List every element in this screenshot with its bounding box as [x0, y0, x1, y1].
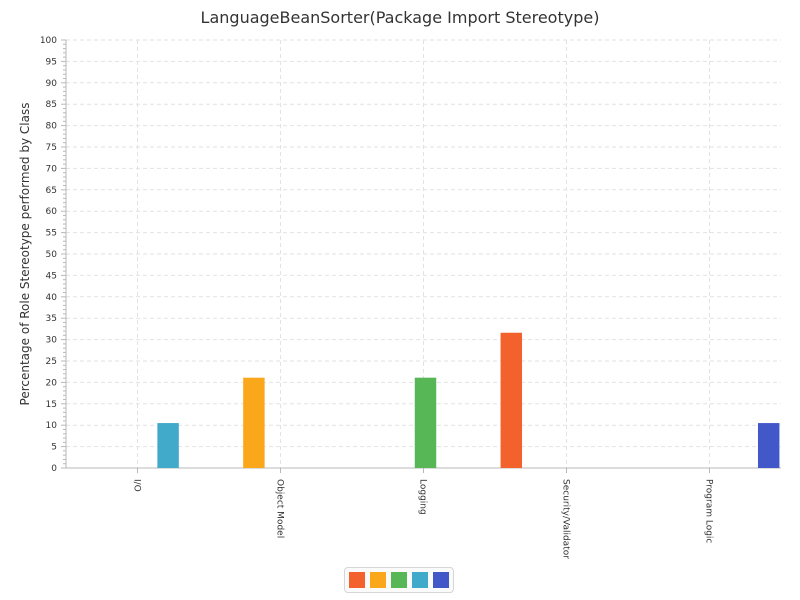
y-tick-label: 0	[51, 464, 57, 474]
bar	[500, 332, 523, 468]
y-axis: 0 5 10 15 20 25 30 35 40 45 50 55 60 65 70 75 80 85 90 95 10…	[40, 36, 67, 474]
y-tick-label: 80	[46, 122, 58, 132]
x-tick-label: Object Model	[275, 479, 285, 538]
y-tick-label: 45	[46, 271, 57, 281]
legend-swatch	[391, 572, 407, 588]
legend	[344, 567, 454, 593]
y-tick-label: 55	[46, 229, 57, 239]
legend-swatch	[412, 572, 428, 588]
bar	[243, 377, 265, 468]
y-tick-label: 5	[51, 443, 57, 453]
y-tick-label: 65	[46, 186, 57, 196]
x-tick-label: Security/Validator	[561, 479, 571, 559]
y-tick-label: 95	[46, 57, 57, 67]
bar	[757, 423, 780, 468]
y-tick-label: 35	[46, 314, 57, 324]
x-tick-label: Program Logic	[704, 479, 714, 543]
y-axis-label: Percentage of Role Stereotype performed …	[18, 103, 32, 406]
bars	[157, 332, 780, 468]
y-tick-label: 25	[46, 357, 57, 367]
y-tick-label: 10	[46, 421, 58, 431]
legend-swatch	[349, 572, 365, 588]
x-axis: I/O Object Model Logging Security/Validator…	[66, 467, 781, 559]
y-tick-label: 15	[46, 400, 57, 410]
grid	[66, 39, 781, 468]
y-tick-label: 50	[46, 250, 58, 260]
y-tick-label: 75	[46, 143, 57, 153]
legend-swatch	[370, 572, 386, 588]
y-tick-label: 85	[46, 100, 57, 110]
y-tick-label: 90	[46, 79, 58, 89]
bar	[157, 423, 179, 468]
y-tick-label: 30	[46, 336, 58, 346]
y-tick-label: 20	[46, 378, 58, 388]
bar	[414, 377, 437, 468]
legend-swatch	[433, 572, 449, 588]
x-tick-label: I/O	[132, 479, 142, 492]
chart-title: LanguageBeanSorter(Package Import Stereo…	[201, 8, 600, 27]
y-tick-label: 100	[40, 36, 57, 46]
x-tick-label: Logging	[418, 479, 428, 515]
y-tick-label: 60	[46, 207, 58, 217]
y-tick-label: 70	[46, 164, 58, 174]
y-tick-label: 40	[46, 293, 58, 303]
